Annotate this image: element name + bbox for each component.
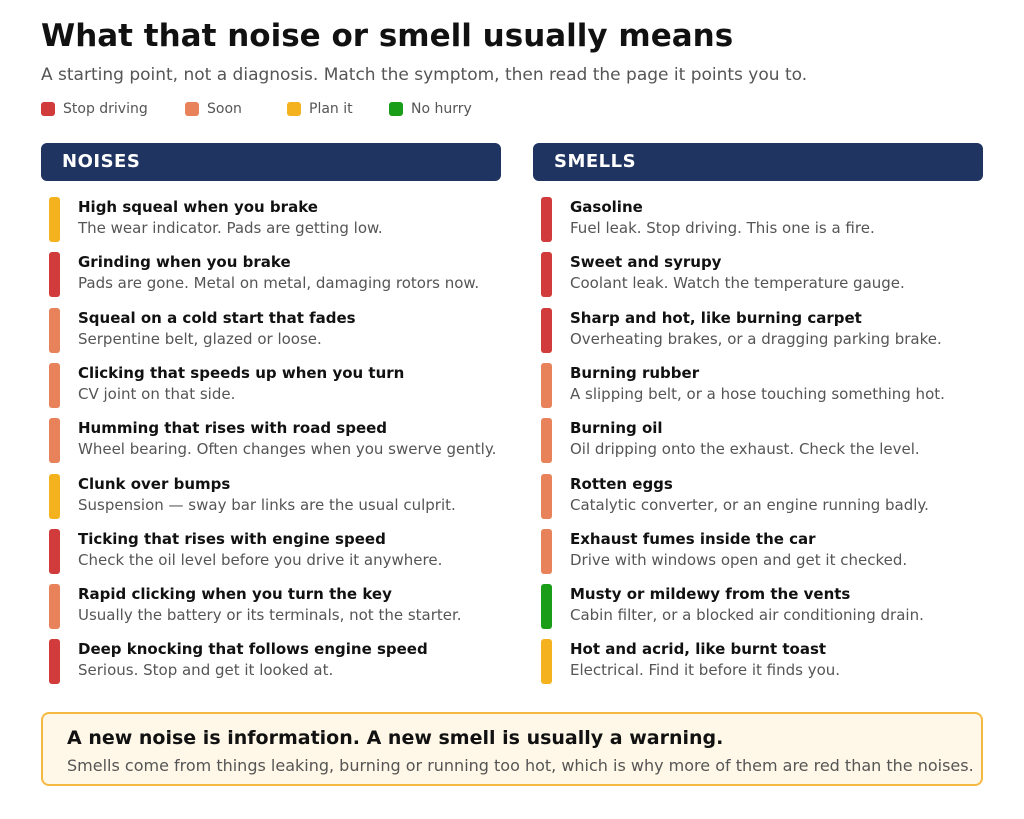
legend-item: Soon — [185, 101, 242, 117]
symptom-title: High squeal when you brake — [78, 198, 318, 216]
symptom-title: Squeal on a cold start that fades — [78, 308, 356, 327]
symptom-text: Oil dripping onto the exhaust. Check the… — [570, 440, 920, 459]
symptom-title: Burning oil — [570, 419, 663, 438]
symptom-text: Pads are gone. Metal on metal, damaging … — [78, 274, 480, 293]
symptom-title: Exhaust fumes inside the car — [570, 529, 816, 548]
symptom-text: Wheel bearing. Often changes when you sw… — [78, 440, 497, 459]
symptom-title: Ticking that rises with engine speed — [78, 529, 386, 548]
symptom-title: Hot and acrid, like burnt toast — [570, 640, 827, 659]
legend-label: Stop driving — [63, 101, 148, 117]
symptom-text: Drive with windows open and get it check… — [570, 550, 908, 569]
symptom-text: CV joint on that side. — [78, 384, 236, 403]
legend-item: Stop driving — [41, 101, 148, 117]
severity-bar — [541, 307, 552, 353]
symptom-title: Rotten eggs — [570, 474, 673, 493]
legend-item: Plan it — [287, 101, 353, 117]
severity-bar — [541, 639, 552, 685]
symptom-title: Rapid clicking when you turn the key — [78, 585, 392, 604]
subtitle: A starting point, not a diagnosis. Match… — [41, 65, 808, 85]
severity-bar — [541, 584, 552, 630]
severity-bar — [541, 473, 552, 519]
legend-swatch — [185, 102, 199, 116]
symptom-text: Cabin filter, or a blocked air condition… — [570, 606, 924, 625]
column-heading: NOISES — [41, 143, 501, 181]
legend-swatch — [41, 102, 55, 116]
severity-bar — [49, 584, 60, 630]
symptom-text: Electrical. Find it before it finds you. — [570, 661, 841, 680]
symptom-title: Musty or mildewy from the vents — [570, 585, 851, 604]
symptom-title: Burning rubber — [570, 363, 700, 382]
severity-bar — [49, 307, 60, 353]
severity-bar — [541, 362, 552, 408]
symptom-text: Usually the battery or its terminals, no… — [78, 606, 462, 625]
severity-bar — [49, 528, 60, 574]
symptom-text: Serious. Stop and get it looked at. — [78, 661, 334, 680]
severity-bar — [541, 197, 552, 242]
symptom-text: A slipping belt, or a hose touching some… — [570, 384, 945, 403]
symptom-title: Sweet and syrupy — [570, 253, 722, 272]
symptom-text: Overheating brakes, or a dragging parkin… — [570, 329, 942, 348]
symptom-title: Deep knocking that follows engine speed — [78, 640, 428, 659]
callout: A new noise is information. A new smell … — [41, 712, 983, 786]
legend-item: No hurry — [389, 101, 472, 117]
callout-title: A new noise is information. A new smell … — [67, 727, 724, 749]
callout-text: Smells come from things leaking, burning… — [67, 756, 974, 775]
symptom-text: Suspension — sway bar links are the usua… — [78, 495, 456, 514]
severity-bar — [541, 418, 552, 464]
legend-label: Plan it — [309, 101, 353, 117]
symptom-title: Clunk over bumps — [78, 474, 231, 493]
symptom-text: Catalytic converter, or an engine runnin… — [570, 495, 929, 514]
severity-bar — [49, 418, 60, 464]
symptom-text: Fuel leak. Stop driving. This one is a f… — [570, 219, 875, 237]
symptom-title: Grinding when you brake — [78, 253, 291, 272]
severity-bar — [49, 639, 60, 685]
symptom-title: Sharp and hot, like burning carpet — [570, 308, 862, 327]
symptom-title: Gasoline — [570, 198, 643, 216]
legend-swatch — [287, 102, 301, 116]
severity-bar — [49, 473, 60, 519]
symptom-text: Serpentine belt, glazed or loose. — [78, 329, 322, 348]
severity-bar — [49, 197, 60, 242]
symptom-text: Coolant leak. Watch the temperature gaug… — [570, 274, 905, 293]
symptom-text: Check the oil level before you drive it … — [78, 550, 443, 569]
symptom-text: The wear indicator. Pads are getting low… — [78, 219, 383, 237]
severity-bar — [541, 528, 552, 574]
page-title: What that noise or smell usually means — [41, 18, 734, 54]
severity-bar — [541, 252, 552, 298]
column-heading: SMELLS — [533, 143, 983, 181]
severity-bar — [49, 362, 60, 408]
legend-label: Soon — [207, 101, 242, 117]
symptom-title: Clicking that speeds up when you turn — [78, 363, 405, 382]
severity-bar — [49, 252, 60, 298]
symptom-title: Humming that rises with road speed — [78, 419, 388, 438]
legend-label: No hurry — [411, 101, 472, 117]
legend-swatch — [389, 102, 403, 116]
